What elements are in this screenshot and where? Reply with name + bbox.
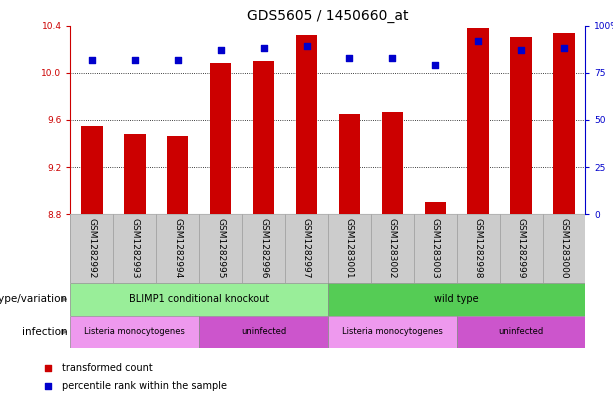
Bar — [295, 35, 318, 214]
Bar — [70, 283, 328, 316]
Text: GSM1282996: GSM1282996 — [259, 218, 268, 278]
Bar — [328, 283, 585, 316]
Point — [130, 56, 140, 62]
Point — [173, 56, 183, 62]
Point — [302, 43, 311, 50]
Text: GSM1283001: GSM1283001 — [345, 218, 354, 278]
Text: uninfected: uninfected — [241, 327, 286, 336]
Bar — [553, 33, 575, 214]
Point — [216, 47, 226, 53]
Text: GSM1282999: GSM1282999 — [517, 218, 525, 278]
Bar — [70, 316, 199, 348]
Text: GSM1283002: GSM1283002 — [388, 218, 397, 278]
Bar — [253, 61, 275, 214]
Text: GSM1282992: GSM1282992 — [88, 218, 96, 278]
Bar — [457, 316, 585, 348]
Point — [345, 55, 354, 61]
Bar — [338, 114, 360, 214]
Bar — [124, 134, 145, 214]
Bar — [510, 37, 531, 214]
Text: GSM1282993: GSM1282993 — [131, 218, 139, 278]
Point — [430, 62, 440, 68]
Text: GSM1283003: GSM1283003 — [431, 218, 440, 278]
Text: infection: infection — [22, 327, 67, 337]
Text: GSM1282997: GSM1282997 — [302, 218, 311, 278]
Bar — [424, 202, 446, 214]
Point — [516, 47, 526, 53]
Text: BLIMP1 conditional knockout: BLIMP1 conditional knockout — [129, 294, 269, 304]
Bar — [167, 136, 189, 214]
Text: percentile rank within the sample: percentile rank within the sample — [63, 380, 227, 391]
Text: GSM1283000: GSM1283000 — [560, 218, 568, 278]
Bar — [467, 28, 489, 214]
Point — [259, 45, 268, 51]
Text: transformed count: transformed count — [63, 363, 153, 373]
Text: Listeria monocytogenes: Listeria monocytogenes — [85, 327, 185, 336]
Bar — [81, 126, 103, 214]
Bar — [381, 112, 403, 214]
Text: GSM1282998: GSM1282998 — [474, 218, 482, 278]
Title: GDS5605 / 1450660_at: GDS5605 / 1450660_at — [247, 9, 409, 23]
Point — [387, 55, 397, 61]
Bar — [70, 214, 585, 283]
Bar — [199, 316, 328, 348]
Point — [559, 45, 569, 51]
Text: GSM1282995: GSM1282995 — [216, 218, 225, 278]
Point — [473, 37, 483, 44]
Text: uninfected: uninfected — [498, 327, 544, 336]
Text: wild type: wild type — [435, 294, 479, 304]
Text: genotype/variation: genotype/variation — [0, 294, 67, 304]
Text: Listeria monocytogenes: Listeria monocytogenes — [342, 327, 443, 336]
Bar — [328, 316, 457, 348]
Point — [87, 56, 97, 62]
Bar — [210, 63, 231, 214]
Text: GSM1282994: GSM1282994 — [173, 218, 182, 278]
